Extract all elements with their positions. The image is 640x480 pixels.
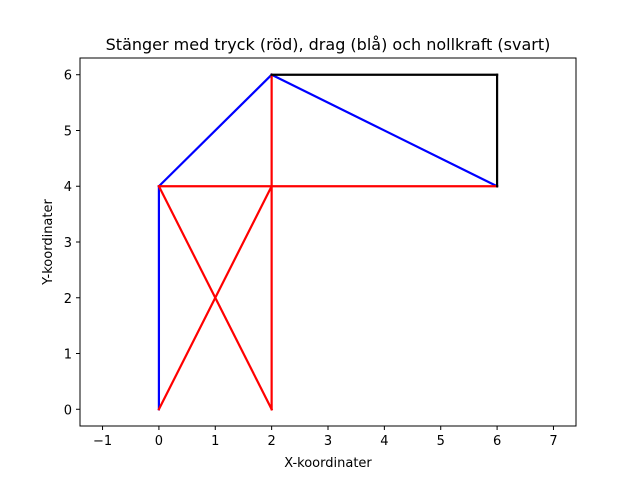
y-tick-label: 5	[64, 124, 72, 139]
member-tension-1	[157, 73, 274, 188]
y-axis-label: Y-koordinater	[41, 199, 56, 286]
x-axis: −1 0 1 2 3 4 5 6 7	[93, 426, 558, 449]
y-axis: 0 1 2 3 4 5 6	[64, 69, 80, 418]
x-tick-label: 5	[437, 434, 445, 449]
y-tick-label: 2	[64, 292, 72, 307]
member-compression-4	[157, 184, 274, 411]
x-tick-label: −1	[93, 434, 112, 449]
x-tick-label: 2	[267, 434, 275, 449]
x-tick-label: 4	[380, 434, 388, 449]
member-tension-2	[270, 73, 499, 188]
y-tick-label: 3	[64, 236, 72, 251]
chart-title: Stänger med tryck (röd), drag (blå) och …	[106, 35, 551, 54]
x-tick-label: 6	[493, 434, 501, 449]
y-tick-label: 6	[64, 69, 72, 84]
y-tick-label: 0	[64, 403, 72, 418]
y-tick-label: 1	[64, 348, 72, 363]
x-tick-label: 7	[549, 434, 557, 449]
y-tick-label: 4	[64, 180, 72, 195]
x-tick-label: 0	[155, 434, 163, 449]
x-tick-label: 3	[324, 434, 332, 449]
x-tick-label: 1	[211, 434, 219, 449]
truss-members	[157, 73, 499, 411]
x-axis-label: X-koordinater	[284, 456, 372, 471]
